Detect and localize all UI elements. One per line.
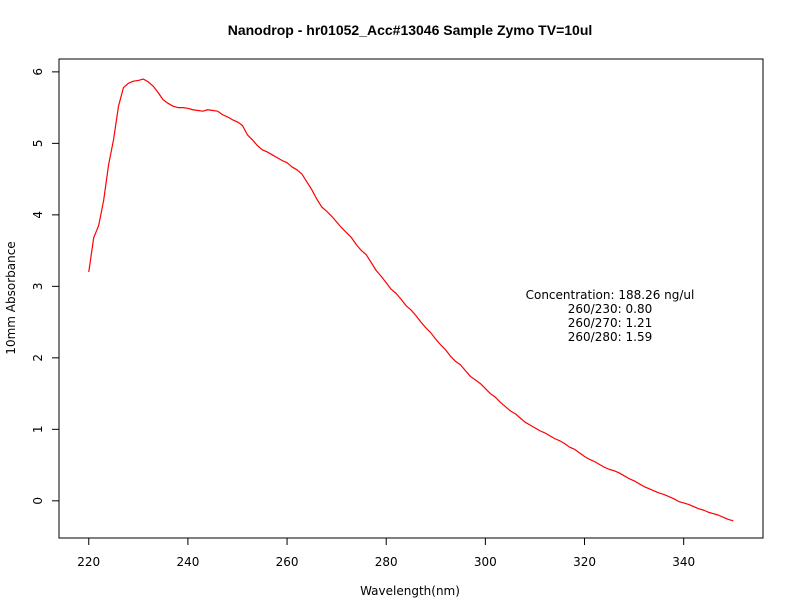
series-line-0 bbox=[88, 78, 734, 522]
y-tick-label: 3 bbox=[31, 283, 45, 291]
y-tick-label: 0 bbox=[31, 497, 45, 505]
y-tick-label: 5 bbox=[31, 140, 45, 148]
y-tick-label: 6 bbox=[31, 68, 45, 76]
y-tick-label: 2 bbox=[31, 354, 45, 362]
x-tick-label: 300 bbox=[474, 555, 497, 569]
x-tick-label: 260 bbox=[276, 555, 299, 569]
y-axis: 0 1 2 3 4 5 6 bbox=[31, 68, 60, 505]
x-tick-label: 220 bbox=[77, 555, 100, 569]
annotation-ratio-260-280: 260/280: 1.59 bbox=[568, 330, 652, 344]
x-tick-label: 340 bbox=[672, 555, 695, 569]
x-tick-label: 280 bbox=[375, 555, 398, 569]
y-axis-label: 10mm Absorbance bbox=[4, 241, 18, 354]
chart-title: Nanodrop - hr01052_Acc#13046 Sample Zymo… bbox=[228, 22, 593, 38]
y-tick-label: 4 bbox=[31, 211, 45, 219]
y-tick-label: 1 bbox=[31, 426, 45, 434]
x-axis: 220 240 260 280 300 320 340 bbox=[77, 537, 695, 569]
series-layer bbox=[88, 78, 734, 522]
annotation-ratio-260-270: 260/270: 1.21 bbox=[568, 316, 652, 330]
annotation-block: Concentration: 188.26 ng/ul 260/230: 0.8… bbox=[526, 288, 695, 344]
x-axis-label: Wavelength(nm) bbox=[360, 584, 460, 598]
x-tick-label: 240 bbox=[176, 555, 199, 569]
x-tick-label: 320 bbox=[573, 555, 596, 569]
annotation-concentration: Concentration: 188.26 ng/ul bbox=[526, 288, 695, 302]
annotation-ratio-260-230: 260/230: 0.80 bbox=[568, 302, 652, 316]
